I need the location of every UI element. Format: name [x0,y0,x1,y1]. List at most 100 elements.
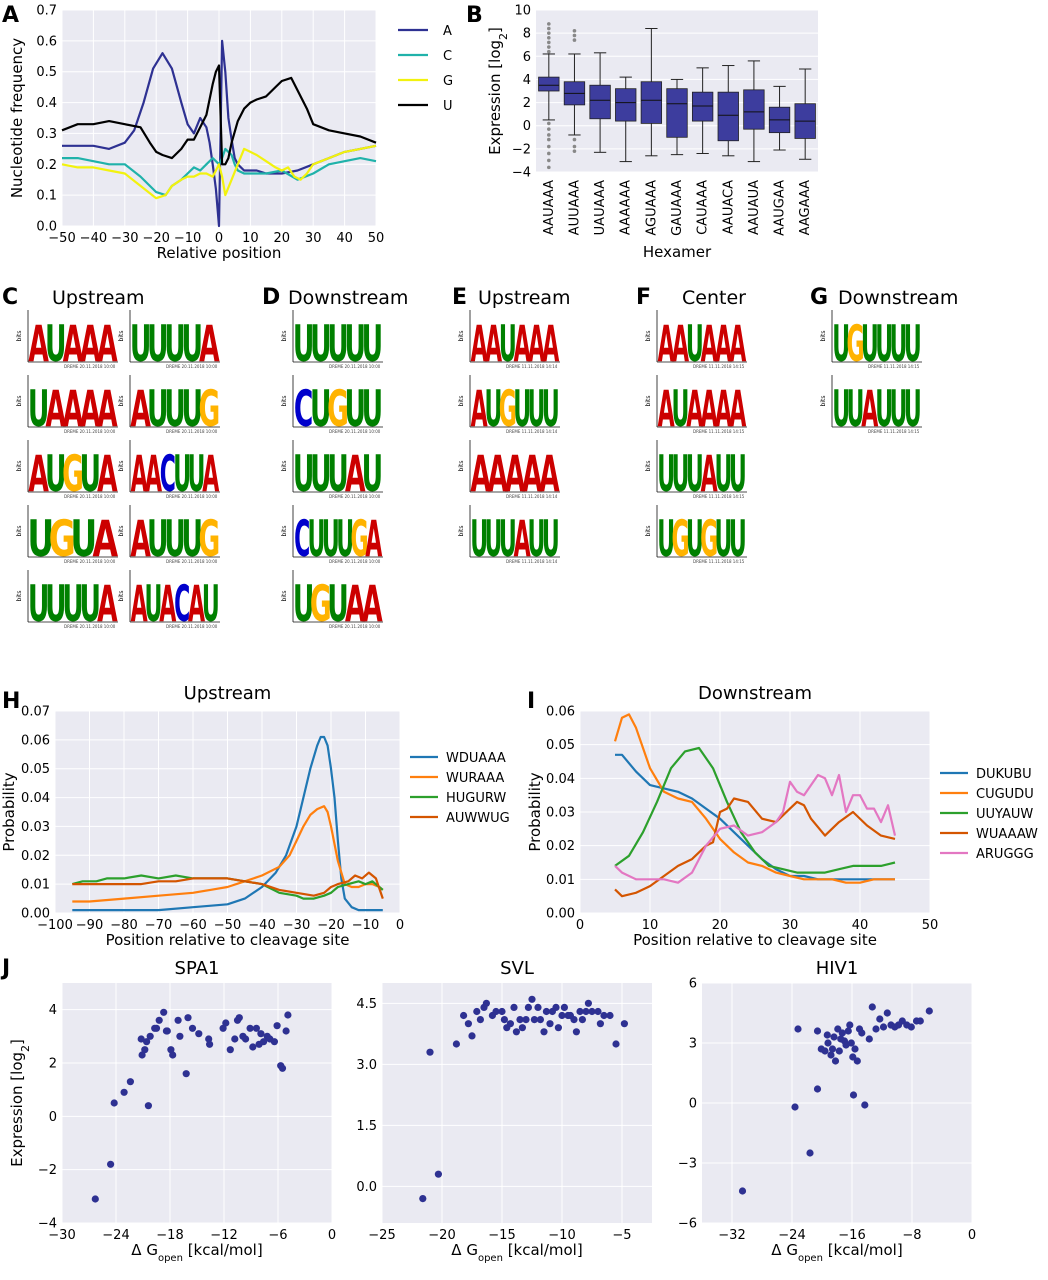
logo-letter-G: G [199,511,221,568]
logo-letter-A: A [202,446,219,504]
logo-bits-label: bits [645,396,652,407]
logo-letter-A: A [514,511,531,569]
logo-letter-U: U [890,381,908,439]
logo-letter-U: U [45,576,67,633]
legend-label-WUAAAW: WUAAAW [976,827,1038,842]
scatter-point [137,1035,145,1043]
scatter-point [813,1085,822,1093]
box-UAUAAA [589,84,611,120]
box-outlier [572,144,577,149]
box-outlier [547,40,551,45]
panel-b-category-label: CAUAAA [696,180,711,235]
scatter-point [226,1046,234,1054]
scatter-point [126,1078,134,1086]
panel-j-svl-xlabel: Δ Gopen [kcal/mol] [451,1241,582,1264]
panel-h-xtick-label: −10 [352,918,379,933]
panel-i-ytick-label: 0.03 [546,806,575,821]
logo-bits-label: bits [820,396,827,407]
logo-bits-label: bits [118,331,125,342]
scatter-point [452,1040,460,1048]
logo-footer: DREME 11.11.2018 14:15 [868,364,920,369]
box-outlier [547,35,551,40]
panel-j-hiv1-ytick-label: −6 [678,1217,697,1232]
panel-b-category-label: AUUAAA [567,180,582,235]
logo-letter-U: U [729,511,747,569]
panel-b-chart: AAUAAA AUUAAA UAUAAA AAAAAA AGUAAA GAUAAA CAUA… [486,4,818,261]
logo-letter-U: U [79,576,101,633]
logo-letter-A: A [471,381,488,439]
logo-letter-G: G [700,511,718,569]
logo-letter-U: U [293,576,315,633]
scatter-point [606,1011,614,1020]
box-CAUAAA [691,91,714,122]
logo-letter-A: A [672,316,689,374]
panel-letter-B: B [466,3,483,28]
logo-letter-A: A [80,381,101,438]
logo-letter-U: U [362,446,384,503]
logo-letter-U: U [130,316,152,373]
scatter-point [182,1070,190,1078]
legend-label-AUWWUG: AUWWUG [446,811,510,826]
logo-letter-A: A [715,316,732,374]
scatter-point [596,1020,605,1028]
panel-h-ytick-label: 0.03 [21,820,50,835]
scatter-point [188,1024,197,1032]
logo-letter-C: C [294,511,310,569]
panel-letter-C: C [2,285,18,310]
box-outlier [572,33,577,38]
logo-letter-U: U [70,510,97,568]
panel-h-ytick-label: 0.00 [21,907,50,922]
panel-j-spa1-ytick-label: −2 [38,1163,57,1178]
logo-letter-U: U [293,446,315,503]
logo-letter-U: U [832,316,850,374]
panel-h-xtick-label: −100 [37,918,73,933]
scatter-point [907,1023,915,1031]
scatter-point [222,1019,230,1027]
logo-bits-label: bits [16,591,23,602]
logo-letter-U: U [847,381,865,439]
panel-j-spa1-chart: −30 −24 −18 −12 −6 0 −4 −2 0 2 4 SPA1 Δ Gopen [kcal/… [8,958,336,1264]
box-outlier [547,49,551,54]
logo-letter-A: A [715,381,732,439]
logo-letter-A: A [485,316,502,374]
logo-letter-C: C [174,576,190,634]
scatter-point [570,1016,578,1024]
panel-j-svl-xtick-label: −25 [368,1228,395,1243]
panel-h-xtick-label: −60 [179,918,206,933]
panel-a-xtick-label: −10 [174,231,201,246]
panel-a-xtick-label: 20 [274,231,291,246]
panel-b-ytick-label: 0 [523,119,531,134]
scatter-point [883,1009,891,1017]
panel-b-ytick-label: −4 [512,166,531,181]
logo-letter-U: U [293,316,315,373]
logo-bits-label: bits [645,461,652,472]
scatter-point [231,1035,239,1043]
logo-section-title: Upstream [478,287,571,309]
scatter-point [528,995,536,1003]
logo-letter-G: G [49,510,76,568]
scatter-point [844,1027,852,1035]
logo-footer: DREME 20.11.2018 10:00 [329,494,381,499]
scatter-point [152,1024,161,1032]
logo-section-title: Downstream [838,287,958,309]
logo-letter-A: A [528,316,545,374]
scatter-point [916,1017,924,1025]
panel-a-xtick-label: 0 [215,231,223,246]
scatter-point [813,1027,822,1035]
series-line-G [61,144,377,200]
logo-letter-U: U [672,381,690,439]
logo-letter-A: A [729,381,746,439]
logo-letter-U: U [310,316,332,373]
scatter-point [184,1014,192,1022]
logo-footer: DREME 20.11.2018 10:00 [329,559,381,564]
panel-j-spa1-xtick-label: −30 [48,1228,75,1243]
box-outlier [547,165,551,170]
logo-letter-U: U [686,446,704,504]
logo-letter-G: G [499,381,517,439]
box-outlier [572,137,577,142]
panel-a-xtick-label: −30 [111,231,138,246]
